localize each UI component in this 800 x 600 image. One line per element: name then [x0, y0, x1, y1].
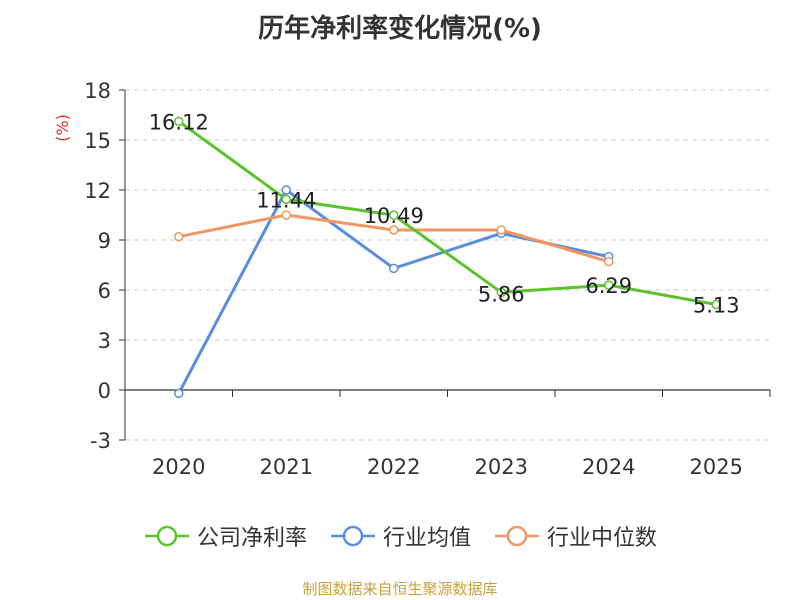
legend-label-company: 公司净利率	[196, 526, 307, 551]
legend: 公司净利率 行业均值 行业中位数	[0, 520, 800, 552]
data-point[interactable]	[174, 388, 184, 399]
y-tick-label: 9	[98, 229, 111, 253]
y-tick-label: 0	[98, 379, 111, 403]
legend-swatch-industry-mean	[330, 525, 375, 547]
x-tick-label: 2025	[690, 455, 743, 479]
y-tick-label: 6	[98, 279, 111, 303]
data-point[interactable]	[711, 299, 721, 310]
y-tick-labels: -3 0 3 6 9 12 15 18	[84, 79, 111, 453]
data-point[interactable]	[174, 231, 184, 242]
x-tick-label: 2024	[582, 455, 635, 479]
chart-title: 历年净利率变化情况(%)	[258, 14, 542, 44]
x-tick-label: 2021	[260, 455, 313, 479]
legend-swatch-industry-median	[495, 525, 539, 547]
data-source-note: 制图数据来自恒生聚源数据库	[302, 580, 498, 598]
data-point[interactable]	[174, 116, 184, 127]
data-labels: 16.12 11.44 10.49 5.86 6.29 5.13	[149, 110, 740, 317]
y-tick-label: 18	[84, 79, 111, 103]
data-point[interactable]	[281, 185, 291, 195]
y-tick-label: -3	[90, 429, 111, 453]
series-lines	[174, 116, 721, 399]
legend-item-company[interactable]: 公司净利率	[143, 520, 307, 552]
data-point[interactable]	[281, 210, 291, 220]
grid-lines	[125, 89, 770, 441]
legend-swatch-company	[144, 525, 189, 547]
data-point[interactable]	[281, 194, 291, 205]
data-label: 5.86	[478, 282, 525, 306]
data-point[interactable]	[389, 225, 399, 235]
y-tick-label: 3	[98, 329, 111, 353]
data-point[interactable]	[496, 287, 506, 298]
legend-item-industry-median[interactable]: 行业中位数	[493, 520, 657, 552]
legend-label-industry-median: 行业中位数	[547, 526, 658, 551]
data-label: 11.44	[256, 188, 316, 212]
x-tick-label: 2023	[475, 455, 528, 479]
data-label: 6.29	[585, 274, 632, 298]
data-label: 16.12	[149, 110, 209, 134]
data-label: 5.13	[693, 294, 740, 318]
legend-label-industry-mean: 行业均值	[382, 526, 471, 551]
data-point[interactable]	[604, 280, 614, 290]
x-tick-label: 2020	[152, 455, 205, 479]
y-axis-label: (%)	[53, 114, 72, 142]
axes	[119, 89, 771, 441]
series-line-0	[177, 120, 717, 306]
y-tick-label: 15	[84, 129, 111, 153]
x-tick-labels: 2020 2021 2022 2023 2024 2025	[152, 455, 743, 479]
data-point[interactable]	[496, 225, 506, 235]
data-label: 10.49	[364, 204, 424, 228]
data-point[interactable]	[389, 263, 399, 274]
x-tick-label: 2022	[367, 455, 420, 479]
data-point[interactable]	[389, 210, 399, 220]
legend-item-industry-mean[interactable]: 行业均值	[329, 520, 471, 552]
data-point[interactable]	[604, 256, 614, 267]
y-tick-label: 12	[84, 179, 111, 203]
